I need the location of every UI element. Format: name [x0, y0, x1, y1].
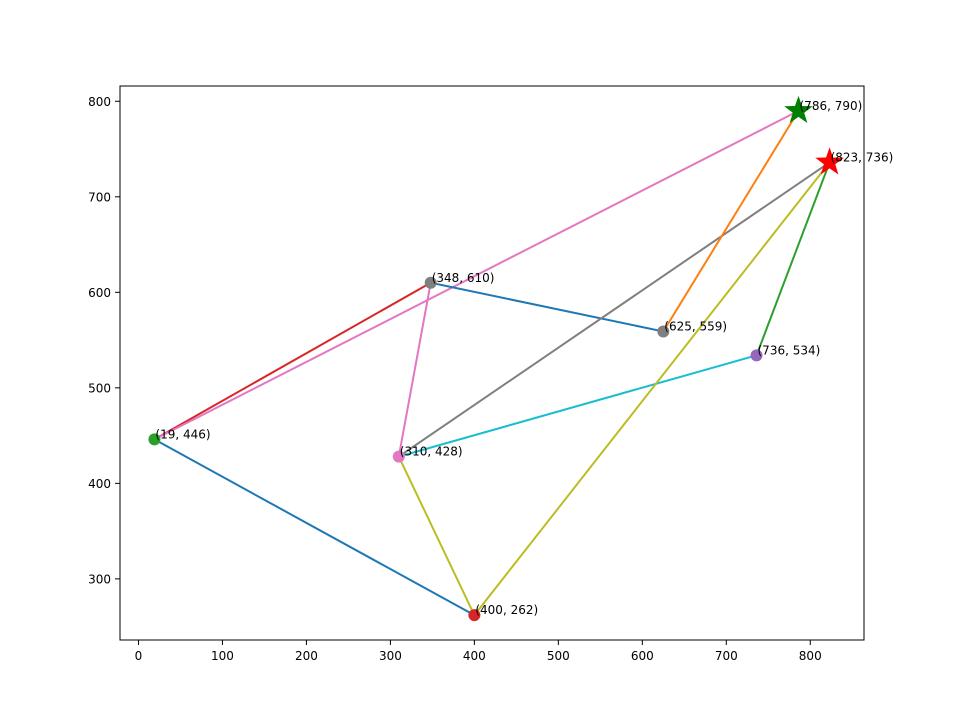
data-point	[468, 609, 481, 622]
data-point	[750, 349, 763, 362]
point-label: (19, 446)	[155, 427, 210, 441]
segment-line	[397, 455, 476, 617]
x-tick-label: 300	[379, 649, 402, 663]
y-axis: 300 400 500 600 700 800	[88, 95, 120, 586]
y-tick-label: 400	[88, 477, 111, 491]
segment-line	[661, 109, 800, 333]
x-tick-label: 400	[463, 649, 486, 663]
segments-layer	[153, 109, 831, 617]
segment-line	[397, 161, 831, 458]
data-point	[424, 276, 437, 289]
point-label: (823, 736)	[831, 150, 894, 164]
segment-line	[429, 281, 665, 333]
segment-line	[755, 161, 831, 357]
x-tick-label: 600	[631, 649, 654, 663]
x-tick-label: 700	[715, 649, 738, 663]
data-point	[657, 325, 670, 338]
point-label: (348, 610)	[432, 271, 495, 285]
point-labels-layer: (19, 446) (400, 262) (310, 428) (348, 610) (…	[155, 99, 893, 617]
star-marker	[815, 147, 844, 175]
data-point	[392, 450, 405, 463]
segment-line	[397, 354, 758, 458]
y-tick-label: 500	[88, 381, 111, 395]
data-point	[148, 433, 161, 446]
stars-layer	[784, 95, 844, 175]
x-axis: 0 100 200 300 400 500 600 700 800	[135, 640, 822, 663]
x-tick-label: 500	[547, 649, 570, 663]
x-tick-label: 800	[799, 649, 822, 663]
y-tick-label: 600	[88, 286, 111, 300]
point-label: (736, 534)	[758, 343, 821, 357]
star-marker	[784, 95, 813, 123]
segment-line	[472, 161, 831, 617]
plot-frame	[119, 85, 865, 641]
y-tick-label: 300	[88, 572, 111, 586]
point-label: (625, 559)	[664, 319, 727, 333]
segment-line	[153, 438, 476, 617]
y-tick-label: 700	[88, 190, 111, 204]
segment-line	[397, 281, 432, 458]
x-tick-label: 200	[295, 649, 318, 663]
segment-line	[153, 281, 433, 441]
point-label: (310, 428)	[400, 445, 463, 459]
point-label: (786, 790)	[800, 99, 863, 113]
y-tick-label: 800	[88, 95, 111, 109]
x-tick-label: 100	[211, 649, 234, 663]
plot-area	[120, 86, 864, 640]
segment-line	[153, 109, 800, 441]
point-label: (400, 262)	[475, 603, 538, 617]
x-tick-label: 0	[135, 649, 143, 663]
